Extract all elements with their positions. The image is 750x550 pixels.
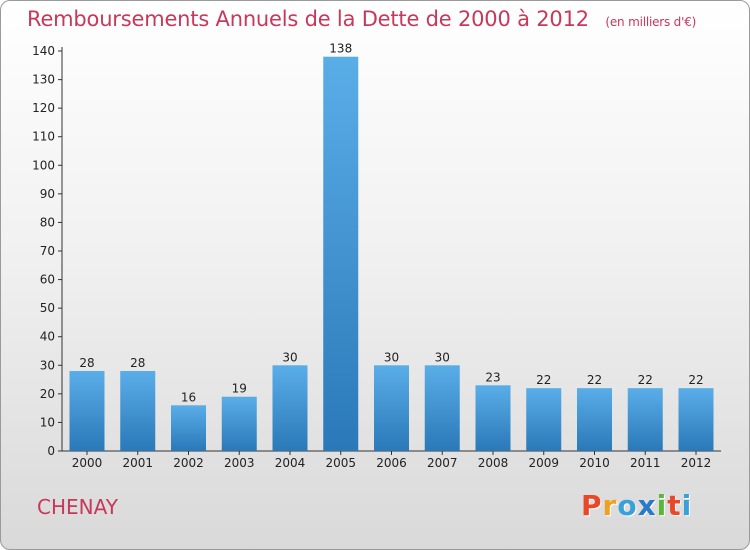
chart-title-text: Remboursements Annuels de la Dette de 20… [27,7,589,31]
x-tick-label-2010: 2010 [579,456,610,470]
bar-2002 [171,405,206,451]
y-tick-label: 10 [40,415,55,429]
data-label-2006: 30 [384,350,399,364]
y-tick-label: 80 [40,215,55,229]
bar-2011 [627,388,663,451]
data-label-2011: 22 [638,373,653,387]
x-tick-label-2002: 2002 [173,456,204,470]
y-tick-label: 50 [40,301,55,315]
chart-title: Remboursements Annuels de la Dette de 20… [27,7,696,31]
y-tick-label: 120 [32,101,55,115]
x-tick-label-2005: 2005 [325,456,356,470]
x-tick-label-2003: 2003 [224,456,255,470]
y-tick-label: 0 [47,444,55,458]
bar-2004 [272,365,308,451]
data-label-2001: 28 [130,356,145,370]
x-axis: 2000 2001 2002 2003 2004 2005 2006 2007 2008 2009… [62,450,721,470]
x-tick-label-2004: 2004 [275,456,306,470]
town-name: CHENAY [37,495,118,519]
x-tick-label-2012: 2012 [681,456,712,470]
bar-2010 [577,388,612,451]
x-tick-label-2001: 2001 [122,456,153,470]
y-tick-label: 100 [32,158,55,172]
bar-2009 [526,388,562,451]
bar-2008 [475,385,511,451]
y-tick-label: 110 [32,130,55,144]
logo-letter: x [637,489,657,522]
bar-2003 [221,396,257,451]
proxiti-logo: Proxiti [581,489,692,522]
x-tick-label-2011: 2011 [630,456,661,470]
bar-2000 [69,371,105,451]
data-label-2000: 28 [79,356,94,370]
logo-letter: P [581,489,603,522]
data-label-2002: 16 [181,390,196,404]
x-tick-label-2006: 2006 [376,456,407,470]
logo-letter: r [602,489,618,522]
data-label-2005: 138 [329,42,352,56]
data-label-2012: 22 [688,373,703,387]
y-tick-label: 40 [40,330,55,344]
bar-2007 [424,365,460,451]
data-label-2004: 30 [282,350,297,364]
logo-letter: o [617,489,638,522]
x-tick-label-2007: 2007 [427,456,458,470]
x-tick-label-2008: 2008 [478,456,509,470]
x-tick-label-2000: 2000 [72,456,103,470]
y-tick-label: 130 [32,73,55,87]
y-tick-label: 140 [32,44,55,58]
data-label-2008: 23 [485,370,500,384]
y-tick-label: 60 [40,273,55,287]
bar-2006 [374,365,409,451]
y-tick-label: 90 [40,187,55,201]
y-tick-label: 20 [40,387,55,401]
chart-unit-label: (en milliers d'€) [605,15,697,29]
logo-letter: t [667,489,682,522]
logo-letter: i [681,489,693,522]
data-label-2009: 22 [536,373,551,387]
bar-2012 [678,388,714,451]
data-label-2007: 30 [435,350,450,364]
bars: 28 28 16 19 30 138 30 30 23 22 22 22 22 [69,42,714,451]
logo-letter: i [656,489,668,522]
x-tick-label-2009: 2009 [528,456,559,470]
y-axis: 0 10 20 30 40 50 60 70 80 90 100 110 120 130 140 [32,44,63,458]
data-label-2010: 22 [587,373,602,387]
bar-2001 [120,371,156,451]
bar-2005 [323,56,359,451]
data-label-2003: 19 [232,382,247,396]
y-tick-label: 70 [40,244,55,258]
y-tick-label: 30 [40,358,55,372]
